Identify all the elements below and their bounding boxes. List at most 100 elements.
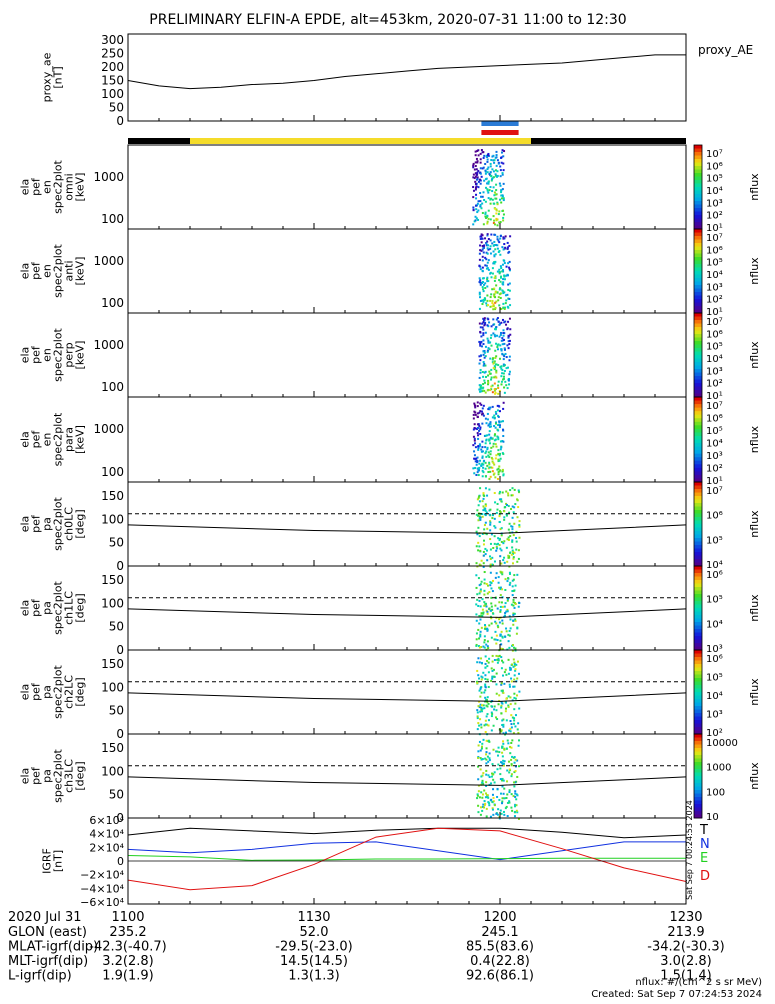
pitch-cell (495, 572, 498, 575)
spectrogram-cell (502, 281, 505, 284)
colorbar-tick: 10⁵ (706, 258, 723, 269)
spectrogram-cell (474, 186, 477, 189)
spectrogram-cell (489, 162, 492, 165)
colorbar-segment (694, 194, 702, 198)
spectrogram-cell (480, 195, 483, 198)
colorbar-segment (694, 337, 702, 342)
pitch-cell (515, 540, 518, 543)
pitch-cell (480, 612, 483, 615)
spectrogram-cell (478, 291, 481, 294)
colorbar-segment (694, 439, 702, 444)
pitch-cell (512, 557, 515, 560)
spectrogram-cell (487, 381, 490, 384)
spectrogram-cell (494, 193, 497, 196)
spectrogram-cell (478, 362, 481, 365)
pitch-cell (475, 680, 478, 683)
spectrogram-cell (493, 223, 496, 226)
spectrogram-cell (493, 244, 496, 247)
pitch-ytick: 100 (101, 680, 124, 694)
pitch-cell (499, 634, 502, 637)
spectrogram-cell (502, 248, 505, 251)
pitch-cell (513, 488, 516, 491)
spectrogram-cell (490, 376, 493, 379)
colorbar-segment (694, 176, 702, 181)
ephemeris-row-label: GLON (east) (8, 925, 87, 940)
spectrogram-cell (501, 339, 504, 342)
pitch-cell (496, 795, 499, 798)
pitch-cell (503, 506, 506, 509)
colorbar-segment (694, 622, 702, 626)
pitch-ytick: 100 (101, 764, 124, 778)
pitch-cell (485, 739, 488, 742)
pitch-cell (505, 514, 508, 517)
spectrogram-cell (501, 470, 504, 473)
pitch-cell (477, 519, 480, 522)
pitch-ytick: 150 (101, 657, 124, 671)
spectrogram-cell (494, 356, 497, 359)
colorbar-segment (694, 674, 702, 679)
panel-ylabel: en (41, 264, 54, 278)
spectrogram-cell (500, 348, 503, 351)
pitch-cell (499, 767, 502, 770)
pitch-cell (477, 778, 480, 781)
spectrogram-cell (498, 249, 501, 252)
spectrogram-cell (489, 425, 492, 428)
pitch-cell (508, 629, 511, 632)
pitch-cell (493, 525, 496, 528)
pitch-cell (479, 703, 482, 706)
colorbar-segment (694, 243, 702, 247)
pitch-cell (480, 708, 483, 711)
colorbar-tick: 10³ (706, 644, 723, 655)
spectrogram-cell (486, 160, 489, 163)
spectrogram-cell (491, 288, 494, 291)
spectrogram-cell (481, 167, 484, 170)
pitch-cell (516, 728, 519, 731)
spectrogram-cell (496, 235, 499, 238)
colorbar-segment (694, 267, 702, 272)
colorbar-tick: 10⁴ (706, 439, 723, 450)
spectrogram-cell (488, 461, 491, 464)
spectrogram-cell (472, 435, 475, 438)
panel-frame (127, 396, 687, 483)
spectrogram-cell (479, 299, 482, 302)
colorbar-label: nflux (748, 510, 761, 538)
pitch-cell (487, 760, 490, 763)
pitch-cell (484, 604, 487, 607)
spectrogram-cell (491, 384, 494, 387)
pitch-cell (501, 491, 504, 494)
spectrogram-cell (476, 401, 479, 404)
colorbar-segment (694, 797, 702, 801)
spectrogram-cell (496, 468, 499, 471)
pitch-cell (490, 636, 493, 639)
spectrogram-cell (480, 450, 483, 453)
spectrogram-cell (502, 236, 505, 239)
pitch-cell (484, 723, 487, 726)
igrf-ytick: 0 (117, 855, 124, 868)
pitch-cell (516, 573, 519, 576)
pitch-cell (498, 601, 501, 604)
panel-ylabel: ela (19, 431, 32, 448)
pitch-cell (502, 718, 505, 721)
pitch-cell (500, 643, 503, 646)
colorbar-frame (693, 733, 703, 819)
spectrogram-cell (489, 305, 492, 308)
spectrogram-cell (486, 448, 489, 451)
spectrogram-cell (495, 342, 498, 345)
colorbar-segment (694, 566, 702, 570)
spectrogram-cell (482, 321, 485, 324)
colorbar-segment (694, 204, 702, 209)
colorbar-segment (694, 709, 702, 714)
pitch-cell (501, 746, 504, 749)
spectrogram-cell (483, 179, 486, 182)
pitch-cell (481, 779, 484, 782)
colorbar-tick: 10⁶ (706, 245, 723, 256)
spectrogram-cell (495, 156, 498, 159)
pitch-cell (476, 711, 479, 714)
spectrogram-cell (482, 251, 485, 254)
colorbar-tick: 10² (706, 464, 723, 475)
spectrogram-cell (484, 452, 487, 455)
pitch-cell (514, 758, 517, 761)
pitch-cell (483, 508, 486, 511)
spectrogram-cell (491, 267, 494, 270)
spectrogram-cell (479, 178, 482, 181)
